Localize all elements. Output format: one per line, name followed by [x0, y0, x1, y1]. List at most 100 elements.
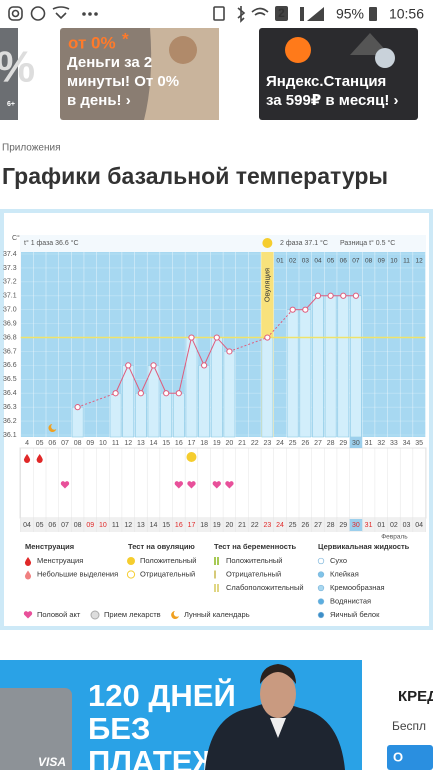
status-badge: 2	[278, 6, 285, 20]
legend-item: Слабоположительный	[226, 583, 304, 592]
cycle-day: 23	[263, 440, 271, 447]
date-label: 04	[23, 522, 31, 529]
cycle-day: 16	[175, 440, 183, 447]
status-icons	[8, 6, 377, 23]
difference-label: Разница t° 0.5 °C	[340, 239, 395, 247]
ad-symbol: %	[0, 43, 35, 92]
cycle-day: 07	[61, 440, 69, 447]
date-label: 28	[327, 522, 335, 529]
cycle-day: 32	[377, 440, 385, 447]
card-brand: VISA	[38, 755, 66, 769]
intercourse-marker	[60, 481, 70, 489]
cycle-day: 15	[162, 440, 170, 447]
legend-title: Цервикальная жидкость	[318, 542, 410, 551]
cycle-day: 18	[200, 440, 208, 447]
cycle-day: 28	[327, 440, 335, 447]
temperature-bar	[223, 351, 236, 438]
temperature-bar	[337, 295, 350, 438]
temperature-bar	[286, 309, 299, 438]
date-label: 16	[175, 522, 183, 529]
moon-marker	[48, 424, 57, 432]
date-label: 27	[314, 522, 322, 529]
temperature-point	[163, 390, 170, 397]
category-link: Приложения	[2, 143, 61, 154]
ad-text: в день! ›	[67, 92, 131, 109]
cycle-day: 4	[25, 440, 29, 447]
ad-icon	[375, 48, 395, 68]
ad-headline: БЕЗ	[88, 711, 150, 746]
temperature-point	[201, 362, 208, 369]
y-tick-label: 37.1	[3, 293, 17, 300]
temperature-bar	[312, 295, 324, 438]
phase2-day: 06	[340, 258, 348, 265]
legend-icon	[214, 584, 219, 592]
date-label: 03	[403, 522, 411, 529]
ad-text: минуты! От 0%	[67, 73, 179, 90]
date-label: 20	[226, 522, 234, 529]
phase2-day: 09	[378, 258, 386, 265]
cycle-day: 27	[314, 440, 322, 447]
legend-item: Прием лекарств	[104, 610, 161, 619]
temperature-bar	[160, 392, 172, 438]
cycle-day: 25	[289, 440, 297, 447]
legend-title: Тест на овуляцию	[128, 542, 195, 551]
temperature-bar	[350, 295, 362, 438]
phase2-day: 03	[302, 258, 310, 265]
date-label: 23	[263, 522, 271, 529]
date-label: 31	[365, 522, 373, 529]
temperature-bar	[299, 309, 312, 438]
y-tick-label: 36.9	[3, 320, 17, 327]
chart: Овуляция 01 02 03 04 05 06 07 08 09 10 11 12 4 05 06 07 0…	[20, 238, 426, 620]
cycle-day: 12	[124, 440, 132, 447]
legend-title: Менструация	[25, 542, 74, 551]
phase1-label: t° 1 фаза 36.6 °C	[24, 239, 79, 247]
legend-item: Отрицательный	[140, 569, 195, 578]
cycle-day: 19	[213, 440, 221, 447]
temperature-point	[188, 334, 195, 341]
ad-star: *	[122, 29, 129, 48]
temperature-point	[112, 390, 119, 397]
temperature-bar	[173, 392, 185, 438]
legend-icon	[317, 584, 325, 592]
selected-date	[349, 519, 363, 531]
legend-item: Положительный	[226, 556, 282, 565]
temperature-line	[216, 337, 230, 352]
cycle-day: 10	[99, 440, 107, 447]
cycle-day: 08	[74, 440, 82, 447]
phase2-day: 12	[416, 258, 424, 265]
legend-icon	[23, 611, 33, 619]
legend-icon	[317, 598, 325, 605]
date-label: 05	[36, 522, 44, 529]
y-tick-label: 36.3	[3, 404, 17, 411]
legend-item: Яичный белок	[330, 610, 380, 619]
temperature-line	[153, 365, 167, 394]
ad-text: Деньги за 2	[67, 54, 152, 71]
date-label: 09	[86, 522, 94, 529]
temperature-point	[213, 334, 220, 341]
ad-tag: от 0%	[68, 33, 116, 52]
page-title: Графики базальной температуры	[2, 163, 388, 189]
temperature-bar	[324, 295, 337, 438]
legend-item: Небольшие выделения	[37, 569, 118, 578]
temperature-point	[137, 390, 144, 397]
y-tick-label: 36.7	[3, 348, 17, 355]
selected-day	[349, 437, 363, 448]
ad-card[interactable]	[0, 28, 18, 120]
date-label: 17	[188, 522, 196, 529]
temperature-bar	[210, 337, 223, 438]
temperature-point	[314, 292, 322, 299]
ovulation-test-marker	[186, 452, 197, 462]
y-tick-label: 37.4	[3, 251, 17, 258]
legend-icon	[171, 611, 179, 619]
date-label: 24	[276, 522, 284, 529]
temperature-line	[229, 337, 268, 352]
phase2-day: 01	[276, 258, 284, 265]
ad-icon	[285, 37, 311, 63]
date-label: 01	[377, 522, 385, 529]
phase2-label: 2 фаза 37.1 °C	[280, 239, 328, 247]
cycle-day: 22	[251, 440, 259, 447]
button-label: О	[393, 749, 403, 764]
intercourse-marker	[212, 481, 221, 489]
button[interactable]	[387, 745, 433, 770]
